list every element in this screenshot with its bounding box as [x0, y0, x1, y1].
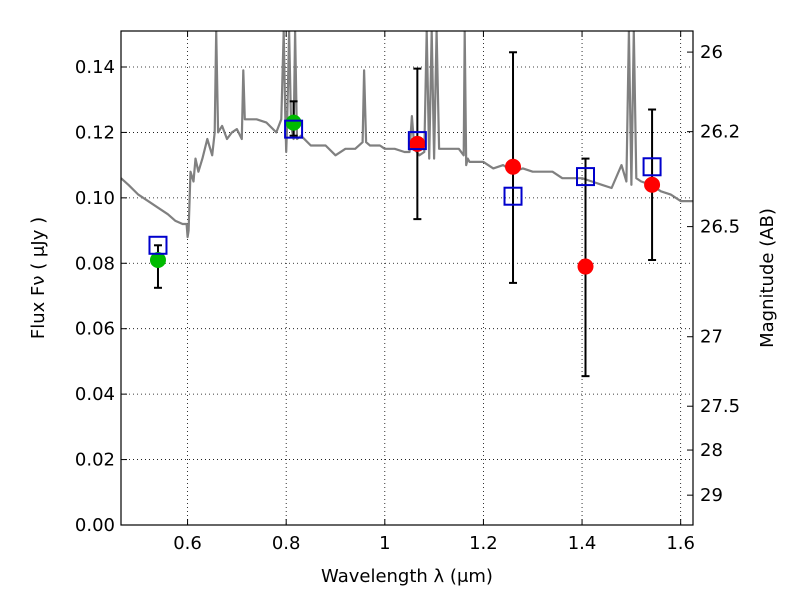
x-tick-label: 0.8 — [272, 533, 301, 554]
y-tick-label: 0.00 — [75, 515, 115, 536]
y-right-tick-label: 27 — [700, 327, 723, 348]
x-axis-label: Wavelength λ (μm) — [321, 566, 493, 587]
model-point — [503, 186, 523, 206]
x-tick-label: 1.2 — [469, 533, 498, 554]
data-point — [149, 252, 166, 269]
data-point — [577, 258, 594, 275]
spectrum-line — [121, 31, 693, 239]
model-point — [576, 167, 596, 187]
plot-frame — [120, 30, 694, 526]
grid — [121, 31, 693, 526]
y-right-tick-label: 26.2 — [700, 122, 740, 143]
y-tick-label: 0.04 — [75, 384, 115, 405]
x-tick-label: 1.4 — [568, 533, 597, 554]
model-point — [407, 131, 427, 151]
y-tick-label: 0.02 — [75, 450, 115, 471]
y-tick-label: 0.14 — [75, 57, 115, 78]
x-tick-label: 1 — [379, 533, 390, 554]
y-axis-right-label: Magnitude (AB) — [757, 208, 778, 348]
data-point — [644, 176, 661, 193]
y-tick-label: 0.12 — [75, 122, 115, 143]
y-right-tick-label: 26 — [700, 42, 723, 63]
y-tick-label: 0.10 — [75, 188, 115, 209]
y-right-tick-label: 26.5 — [700, 217, 740, 238]
y-right-tick-label: 27.5 — [700, 396, 740, 417]
model-point — [284, 119, 304, 139]
data-layer — [121, 31, 693, 378]
y-axis-label: Flux Fν ( μJy ) — [28, 217, 49, 339]
axes: 0.6 0.8 1 1.2 1.4 1.6 0.00 0.02 0.04 0.06 0.08 0.10… — [75, 31, 740, 554]
y-tick-label: 0.06 — [75, 319, 115, 340]
x-tick-label: 0.6 — [173, 533, 202, 554]
model-point — [642, 157, 662, 177]
data-point — [505, 158, 522, 175]
y-right-tick-label: 29 — [700, 485, 723, 506]
y-tick-label: 0.08 — [75, 253, 115, 274]
data-point — [285, 114, 302, 131]
y-right-tick-label: 28 — [700, 440, 723, 461]
model-point — [148, 235, 168, 255]
x-tick-label: 1.6 — [666, 533, 695, 554]
